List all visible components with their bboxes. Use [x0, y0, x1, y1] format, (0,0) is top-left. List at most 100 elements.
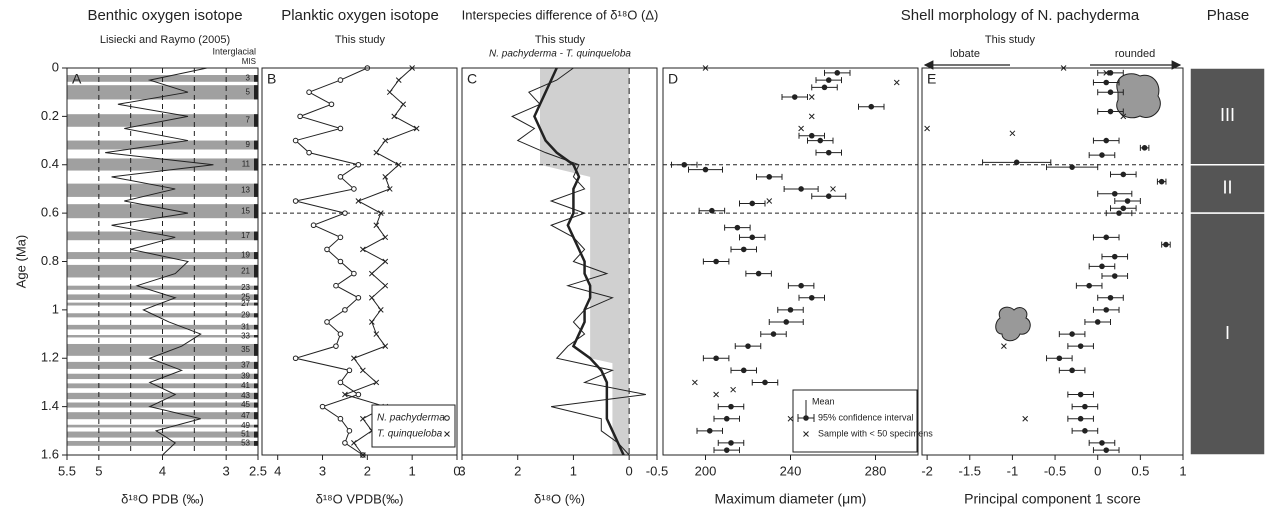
- point: [803, 415, 809, 421]
- point: [713, 258, 719, 265]
- panel-letter: E: [927, 71, 936, 87]
- mis-label: 47: [241, 411, 250, 420]
- mis-marker: [254, 392, 258, 400]
- cross-marker: [382, 343, 389, 350]
- cross-marker: [382, 137, 389, 144]
- panel-letter: C: [467, 71, 477, 87]
- point: [868, 103, 875, 110]
- point: [1094, 319, 1101, 325]
- cross-marker: [377, 210, 384, 216]
- mis-label: 15: [241, 206, 250, 215]
- point: [297, 113, 303, 120]
- mis-marker: [254, 343, 258, 356]
- point: [1107, 70, 1114, 76]
- point: [310, 222, 317, 229]
- mis-marker: [254, 85, 258, 100]
- mis-label: 17: [241, 231, 250, 240]
- panel-title: Benthic oxygen isotope: [87, 7, 242, 24]
- cross-marker: [373, 149, 380, 156]
- point: [351, 186, 357, 192]
- point: [1107, 294, 1114, 301]
- interglacial-band: [67, 114, 258, 127]
- x-tick-label: 280: [865, 463, 887, 478]
- point: [292, 137, 299, 144]
- cross-marker: [382, 282, 389, 289]
- cross-marker: [368, 294, 375, 301]
- point: [1103, 447, 1110, 453]
- cross-marker: [400, 101, 407, 108]
- mis-marker: [254, 285, 258, 290]
- point: [292, 355, 299, 362]
- x-tick-label: -0.5: [1044, 463, 1066, 478]
- point: [798, 186, 804, 192]
- series-line: [105, 67, 214, 456]
- cross-marker: [342, 391, 348, 398]
- point: [342, 307, 348, 313]
- point: [337, 331, 344, 337]
- mis-marker: [254, 383, 258, 389]
- point: [702, 166, 709, 173]
- annotation: lobate: [950, 48, 980, 60]
- plot-frame: [921, 67, 1184, 456]
- point: [1163, 241, 1169, 248]
- cross-marker: [413, 125, 420, 132]
- panel-subtitle: This study: [985, 34, 1036, 46]
- cross-marker: [924, 125, 930, 132]
- point: [292, 198, 299, 204]
- panel-letter: D: [668, 71, 678, 87]
- point: [1099, 152, 1105, 158]
- point: [1103, 307, 1110, 313]
- y-tick-label: 0.2: [41, 108, 59, 123]
- cross-marker: [360, 415, 366, 422]
- point: [740, 246, 747, 253]
- panel-subtitle: N. pachyderma - T. quinqueloba: [489, 49, 631, 60]
- cross-marker: [830, 186, 836, 192]
- x-axis-label: Principal component 1 score: [964, 491, 1141, 507]
- point: [728, 440, 734, 446]
- x-axis-label: δ¹⁸O PDB (‰): [121, 491, 204, 506]
- cross-marker: [395, 77, 402, 83]
- interglacial-band: [67, 252, 258, 260]
- cross-marker: [377, 307, 384, 313]
- point: [1111, 190, 1118, 197]
- point: [337, 174, 344, 180]
- point: [766, 174, 773, 180]
- legend-label: 95% confidence interval: [818, 412, 914, 422]
- point: [337, 415, 344, 422]
- cross-marker: [382, 234, 389, 241]
- point: [734, 224, 741, 231]
- legend-label: N. pachyderma: [377, 413, 445, 424]
- series-line: [343, 67, 418, 456]
- mis-label: 43: [241, 391, 250, 400]
- legend-label: Mean: [812, 396, 835, 406]
- point: [808, 294, 815, 301]
- point: [749, 200, 756, 207]
- x-tick-label: 0: [453, 463, 460, 478]
- phase-block: [1189, 212, 1265, 456]
- point: [1124, 198, 1131, 204]
- point: [706, 428, 713, 434]
- mis-marker: [254, 361, 258, 369]
- cross-marker: [713, 391, 719, 398]
- point: [346, 428, 353, 434]
- point: [723, 447, 730, 453]
- point: [762, 379, 768, 386]
- rounded-shell-icon: [1116, 73, 1161, 119]
- cross-marker: [360, 367, 366, 374]
- point: [1141, 145, 1148, 151]
- cross-marker: [730, 386, 736, 393]
- point: [444, 415, 450, 421]
- point: [1056, 355, 1063, 362]
- mis-label: 27: [241, 299, 250, 308]
- cross-marker: [373, 331, 380, 337]
- point: [770, 331, 777, 337]
- cross-marker: [1009, 130, 1016, 137]
- phase-label: I: [1225, 323, 1230, 343]
- panel-subtitle: This study: [335, 34, 386, 46]
- mis-label: 19: [241, 251, 250, 260]
- mis-marker: [254, 204, 258, 219]
- cross-marker: [360, 246, 366, 253]
- mis-label: 45: [241, 400, 250, 409]
- point: [1069, 331, 1075, 337]
